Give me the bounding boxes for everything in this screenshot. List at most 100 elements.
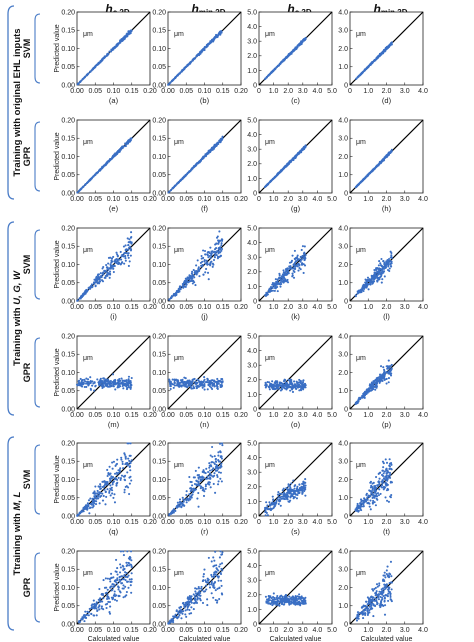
data-points	[263, 144, 307, 189]
data-point	[385, 467, 388, 470]
data-point	[289, 267, 293, 270]
data-point	[361, 396, 364, 399]
data-point	[125, 485, 128, 488]
data-point	[112, 267, 115, 270]
data-point	[114, 383, 117, 386]
x-tick-label: 0.15	[125, 304, 139, 311]
data-point	[292, 479, 295, 482]
data-point	[278, 500, 281, 503]
data-point	[121, 39, 124, 42]
data-point	[290, 51, 293, 54]
data-point	[362, 285, 365, 288]
data-point	[177, 385, 180, 388]
data-point	[76, 299, 79, 302]
data-point	[374, 489, 378, 492]
data-point	[203, 155, 206, 158]
y-tick-label: 5.0	[247, 440, 257, 447]
data-point	[107, 262, 110, 265]
y-tick-label: 2.0	[338, 46, 348, 53]
data-point	[218, 380, 221, 383]
data-point	[389, 265, 392, 268]
data-point	[120, 377, 123, 380]
data-point	[98, 493, 101, 496]
data-point	[211, 262, 214, 265]
x-tick-label: 0.10	[198, 304, 212, 311]
data-point	[121, 460, 124, 463]
data-point	[90, 502, 93, 505]
data-point	[263, 185, 267, 189]
data-point	[376, 492, 380, 495]
y-tick-label: 0.20	[152, 440, 166, 447]
data-point	[129, 384, 132, 387]
data-point	[91, 506, 94, 509]
data-point	[117, 476, 120, 479]
y-tick-label: 2.0	[338, 154, 348, 161]
data-point	[123, 252, 126, 255]
data-point	[276, 285, 279, 289]
y-tick-label: 2.0	[338, 370, 348, 377]
data-point	[115, 262, 118, 265]
data-point	[80, 385, 83, 388]
data-point	[177, 287, 180, 291]
data-point	[77, 82, 80, 85]
y-tick-label: 2.0	[338, 477, 348, 484]
data-point	[293, 492, 297, 495]
data-point	[96, 492, 99, 495]
data-point	[193, 57, 196, 60]
data-point	[115, 153, 118, 156]
data-point	[387, 377, 391, 380]
data-point	[286, 498, 289, 501]
data-point	[385, 382, 388, 385]
x-tick-label: 0.05	[88, 304, 102, 311]
data-point	[205, 259, 208, 262]
data-point	[265, 506, 268, 509]
data-point	[97, 485, 100, 488]
x-tick-label: 0.10	[107, 412, 121, 419]
y-tick-label: 0.10	[152, 154, 166, 161]
data-point	[385, 370, 388, 374]
y-tick-label: 2.0	[338, 262, 348, 269]
group-bracket	[7, 5, 15, 200]
data-point	[290, 259, 294, 262]
data-point	[220, 383, 223, 387]
data-point	[293, 249, 296, 252]
data-point	[203, 46, 206, 49]
data-point	[89, 497, 92, 500]
data-point	[169, 387, 172, 391]
data-point	[284, 272, 287, 276]
data-point	[118, 258, 121, 261]
data-point	[281, 168, 284, 171]
data-point	[390, 481, 394, 484]
data-point	[359, 503, 362, 506]
x-tick-label: 0.10	[107, 88, 121, 95]
data-point	[377, 267, 381, 270]
panel-label: (q)	[109, 527, 119, 536]
data-point	[269, 504, 272, 507]
data-points	[76, 29, 133, 86]
data-point	[172, 508, 175, 511]
data-point	[192, 165, 196, 168]
data-point	[220, 480, 223, 483]
data-point	[98, 502, 101, 505]
data-point	[117, 151, 120, 154]
data-point	[293, 383, 297, 386]
y-tick-label: 5.0	[247, 9, 257, 16]
data-point	[175, 384, 178, 387]
y-tick-label: 3.0	[247, 470, 257, 477]
data-point	[93, 490, 96, 493]
data-point	[216, 249, 219, 253]
data-point	[206, 475, 209, 478]
data-point	[213, 380, 216, 383]
data-point	[378, 483, 381, 486]
data-point	[364, 281, 367, 284]
data-point	[215, 144, 218, 147]
y-tick-label: 1.0	[338, 388, 348, 395]
y-tick-label: 0	[344, 82, 348, 89]
panel-label: (h)	[382, 204, 392, 213]
x-tick-label: 0.00	[70, 412, 84, 419]
data-point	[266, 508, 270, 511]
data-point	[279, 389, 282, 392]
data-point	[280, 60, 283, 64]
data-point	[264, 508, 267, 511]
data-point	[275, 283, 278, 286]
